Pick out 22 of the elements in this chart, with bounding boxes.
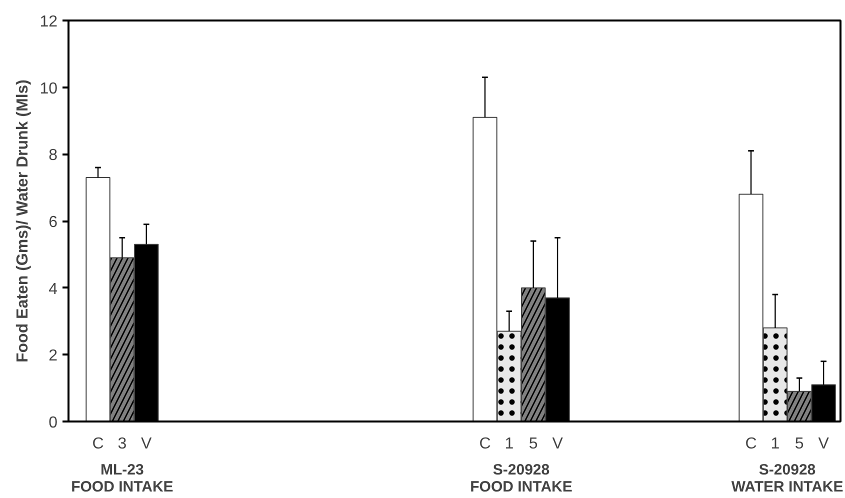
y-axis-title: Food Eaten (Gms)/ Water Drunk (Mls): [14, 80, 32, 362]
text: S-20928 FOOD INTAKE: [470, 462, 572, 496]
y-tick-label: 8: [48, 147, 58, 164]
x-tick-label: 1: [770, 436, 780, 452]
x-tick-label: C: [745, 436, 757, 452]
x-tick-label: 1: [504, 436, 514, 452]
text: ML-23 FOOD INTAKE: [71, 462, 174, 496]
x-tick-label: V: [141, 436, 152, 452]
text: S-20928 WATER INTAKE: [731, 462, 844, 496]
y-tick-label: 4: [48, 280, 58, 298]
x-tick-label: 5: [528, 436, 538, 452]
y-tick-label: 6: [48, 214, 58, 231]
x-tick-label: 5: [794, 436, 804, 452]
x-tick-label: C: [92, 436, 104, 452]
x-tick-label: V: [552, 436, 564, 452]
y-tick-label: 10: [40, 80, 58, 98]
x-tick-label: C: [479, 436, 491, 452]
x-tick-label: 3: [118, 436, 127, 452]
x-tick-label: V: [818, 436, 830, 452]
y-tick-label: 0: [48, 414, 58, 432]
y-tick-label: 12: [40, 14, 58, 30]
y-tick-label: 2: [48, 348, 58, 365]
